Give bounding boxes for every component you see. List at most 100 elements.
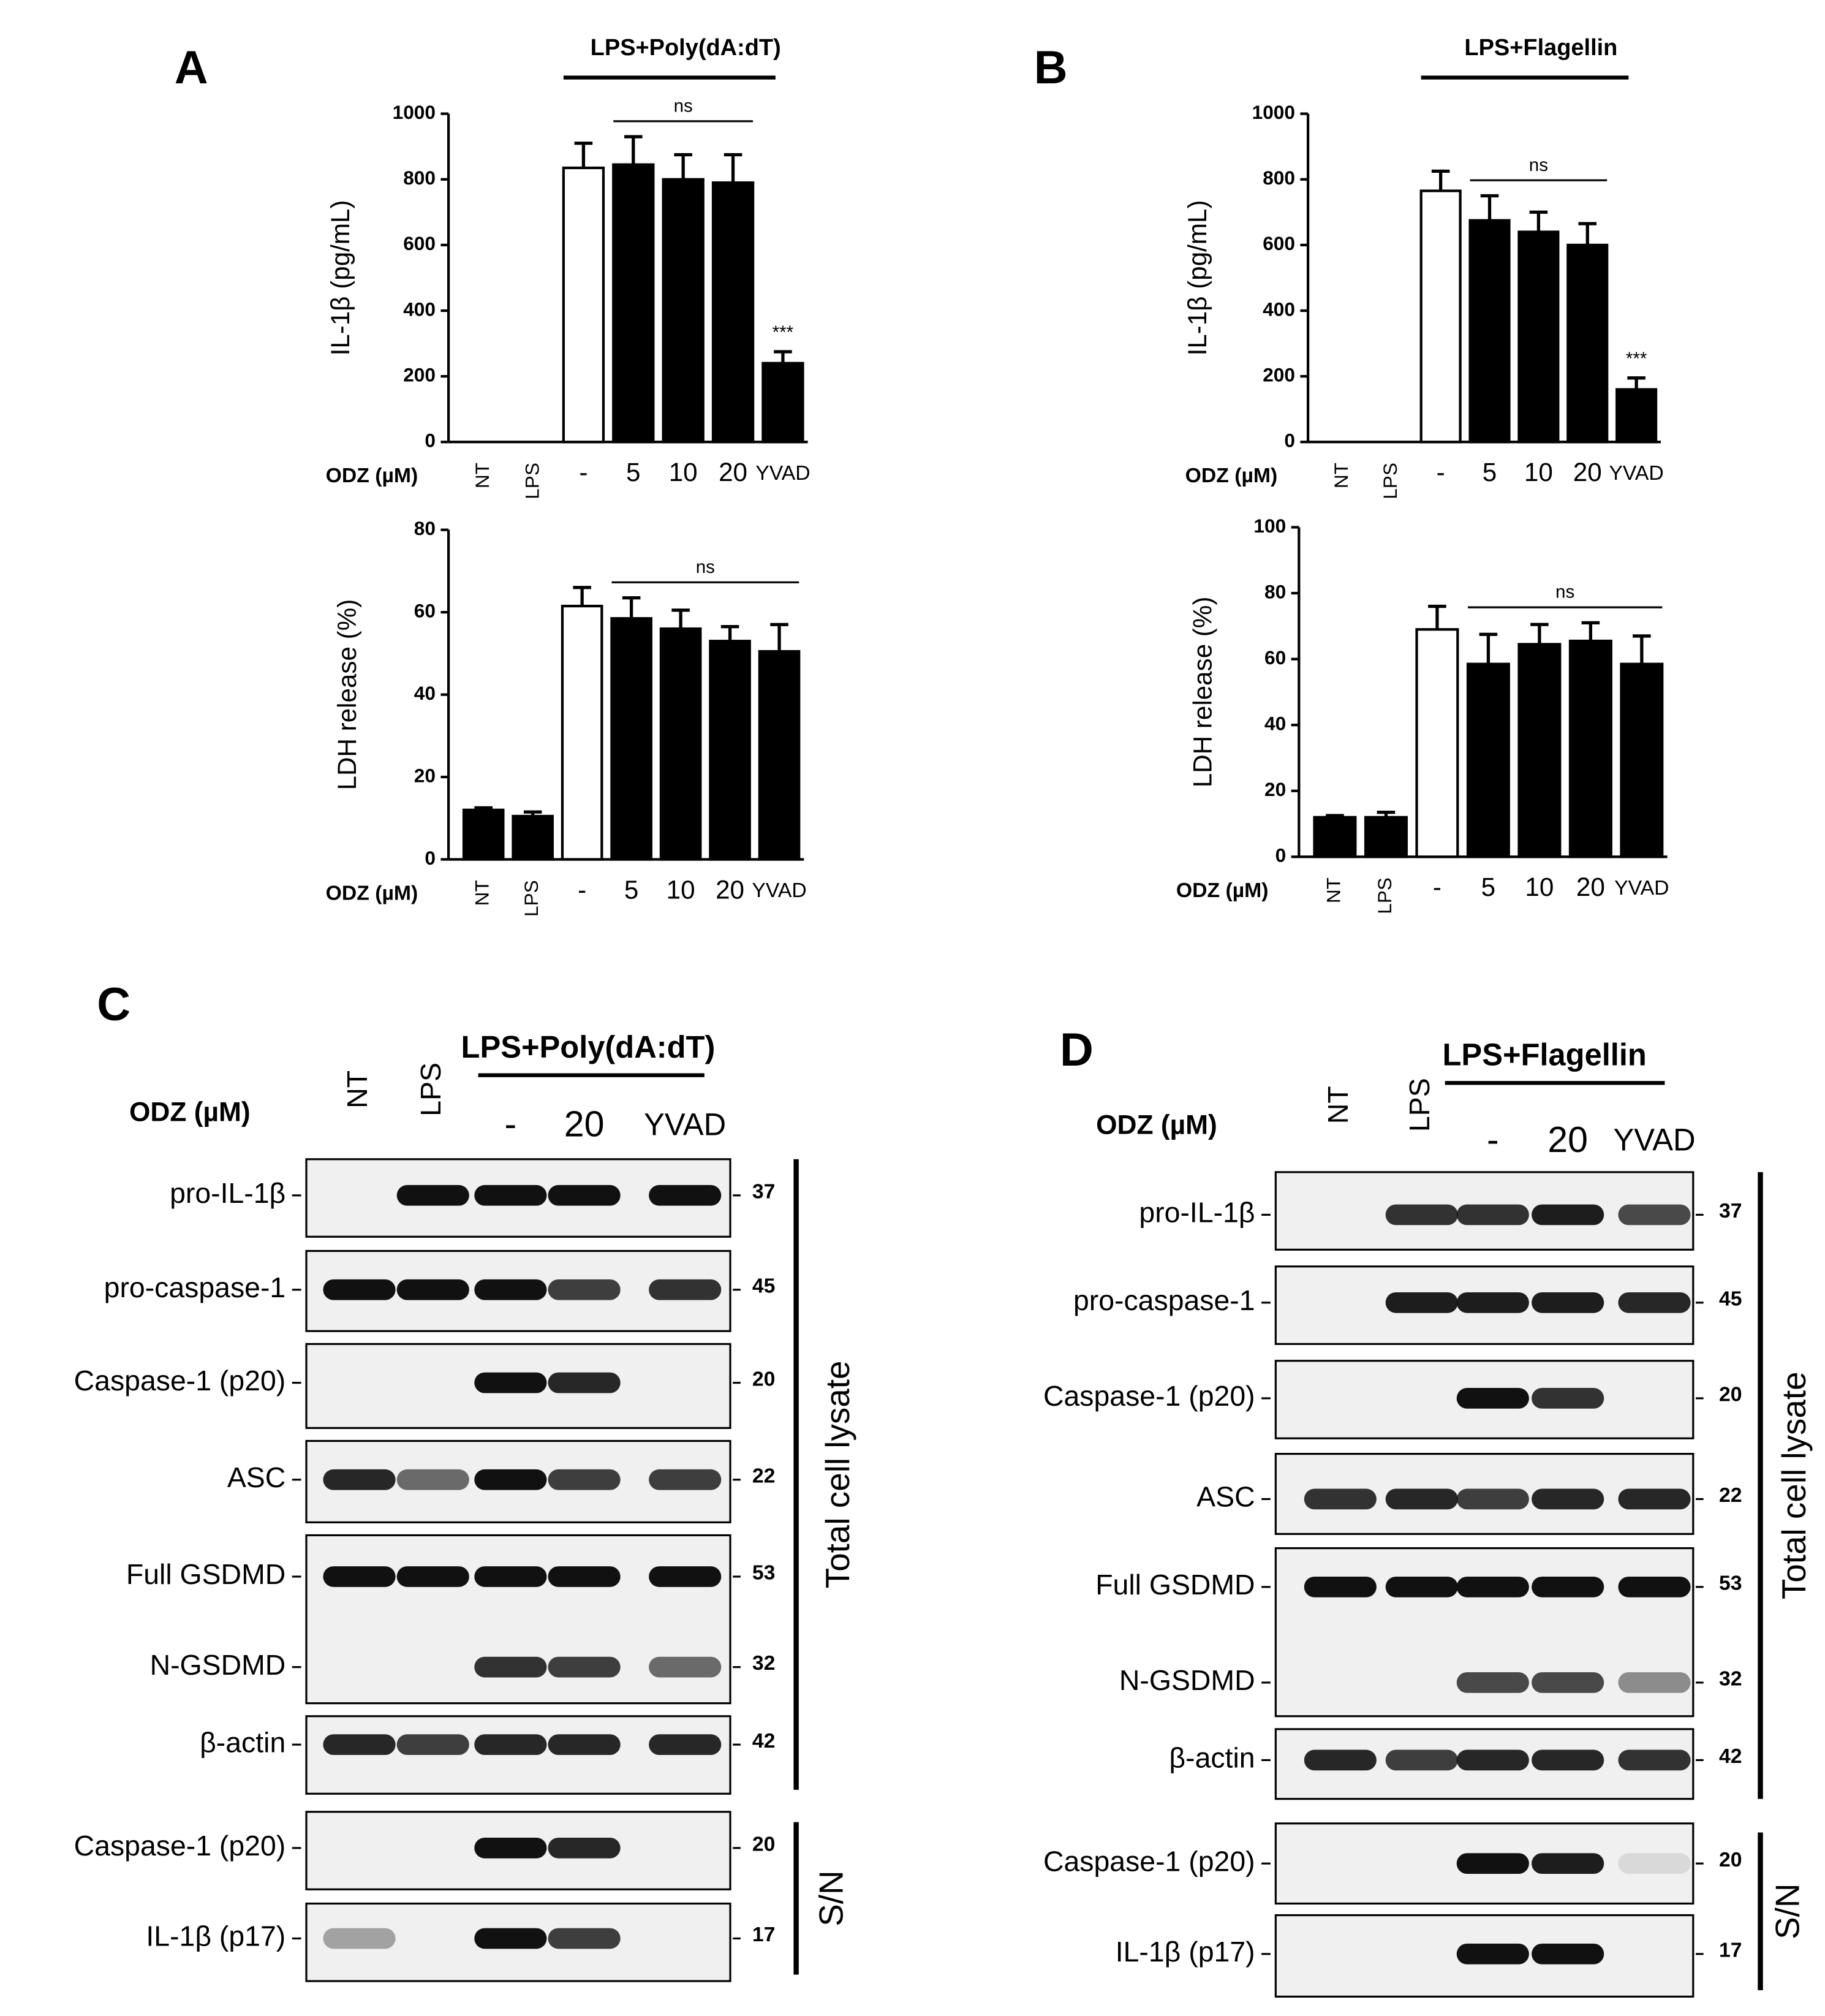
bar: [462, 808, 505, 861]
mw-label: 20: [752, 1833, 776, 1856]
y-tick-label: 800: [403, 167, 436, 189]
blot-band: [323, 1734, 396, 1755]
y-tick-label: 0: [1284, 430, 1295, 452]
row-label: Caspase-1 (p20): [1043, 1845, 1255, 1877]
y-tick-label: 200: [403, 363, 436, 385]
blot-band: [649, 1566, 722, 1587]
group-label: S/N: [1769, 1883, 1807, 1939]
x-tick-label: LPS: [520, 880, 542, 917]
mw-label: 20: [1719, 1383, 1742, 1406]
x-tick-label: 10: [1525, 873, 1554, 901]
x-tick-label: -: [1437, 458, 1445, 487]
lane-label: -: [505, 1104, 517, 1145]
x-tick-label: 20: [1576, 873, 1605, 901]
row-label: Caspase-1 (p20): [74, 1365, 286, 1396]
x-tick-label: YVAD: [1614, 876, 1669, 900]
x-tick-label: NT: [471, 463, 493, 488]
significance-label: ns: [1555, 582, 1574, 602]
y-tick-label: 20: [414, 764, 436, 786]
lane-label: 20: [564, 1104, 605, 1145]
row-label: N-GSDMD: [150, 1649, 286, 1681]
blot-band: [323, 1928, 396, 1949]
y-tick-label: 400: [403, 298, 436, 320]
x-tick-label: NT: [1330, 463, 1352, 488]
y-tick-label: 60: [1264, 646, 1286, 669]
group-label: S/N: [812, 1870, 850, 1926]
treatment-header: LPS+Flagellin: [1443, 1037, 1647, 1072]
bar: [662, 178, 705, 444]
x-tick-label: 10: [669, 458, 698, 487]
row-label: pro-IL-1β: [170, 1177, 285, 1209]
blot-band: [649, 1734, 722, 1755]
blot-band: [1618, 1672, 1691, 1693]
row-label: IL-1β (p17): [1116, 1936, 1255, 1968]
blot-band: [548, 1469, 621, 1490]
mw-label: 42: [752, 1729, 776, 1753]
panel-label: A: [175, 42, 208, 94]
blot-band: [396, 1469, 469, 1490]
blot-band: [1618, 1853, 1691, 1874]
mw-label: 22: [752, 1464, 776, 1487]
x-tick-label: LPS: [521, 463, 543, 499]
x-tick-label: -: [579, 458, 588, 487]
y-tick-label: 40: [1264, 712, 1286, 734]
row-label: ASC: [1196, 1481, 1255, 1513]
row-label: N-GSDMD: [1119, 1664, 1255, 1696]
y-tick-label: 600: [1263, 232, 1295, 254]
mw-label: 20: [752, 1367, 776, 1390]
treatment-header: LPS+Poly(dA:dT): [591, 35, 781, 61]
blot-band: [1456, 1943, 1529, 1965]
x-tick-label: NT: [471, 880, 493, 906]
row-label: Caspase-1 (p20): [74, 1830, 286, 1862]
blot-band: [649, 1656, 722, 1678]
bar: [561, 604, 603, 861]
significance-label: ns: [696, 557, 715, 577]
x-tick-label: 20: [1573, 458, 1602, 487]
significance-label: ***: [773, 322, 794, 343]
bar: [709, 640, 751, 861]
blot-band: [1532, 1204, 1604, 1226]
blot-band: [548, 1928, 621, 1949]
blot-band: [1532, 1576, 1604, 1597]
blot-band: [1532, 1749, 1604, 1771]
panel-label: C: [97, 979, 130, 1031]
blot-band: [474, 1184, 547, 1206]
x-tick-label: LPS: [1373, 877, 1396, 914]
y-tick-label: 400: [1263, 298, 1295, 320]
y-axis-label: LDH release (%): [333, 599, 361, 790]
blot-band: [1618, 1749, 1691, 1771]
significance-label: ***: [1626, 349, 1647, 369]
x-axis-label: ODZ (µM): [1176, 879, 1269, 902]
blot-band: [649, 1279, 722, 1300]
blot-band: [396, 1184, 469, 1206]
blot-band: [474, 1372, 547, 1393]
blot-band: [396, 1279, 469, 1300]
lane-label: YVAD: [644, 1107, 726, 1142]
blot-band: [548, 1372, 621, 1393]
blot-band: [323, 1566, 396, 1587]
row-label: IL-1β (p17): [146, 1920, 285, 1952]
x-tick-label: 10: [667, 875, 695, 904]
blot-band: [1385, 1488, 1458, 1510]
group-label: Total cell lysate: [818, 1360, 856, 1588]
bar: [1313, 816, 1357, 858]
row-label: ASC: [227, 1461, 285, 1493]
significance-label: ns: [674, 96, 693, 116]
x-tick-label: YVAD: [1609, 461, 1663, 485]
treatment-header: LPS+Flagellin: [1464, 35, 1617, 61]
blot-band: [1532, 1672, 1604, 1693]
y-tick-label: 600: [403, 232, 436, 254]
mw-label: 37: [1719, 1199, 1742, 1222]
row-label: pro-IL-1β: [1139, 1197, 1255, 1229]
x-tick-label: 5: [626, 458, 640, 487]
blot-band: [1456, 1749, 1529, 1771]
blot-band: [474, 1734, 547, 1755]
bar: [1468, 219, 1511, 444]
x-tick-label: YVAD: [755, 461, 810, 485]
panel-label: D: [1060, 1024, 1094, 1076]
blot-band: [474, 1837, 547, 1859]
treatment-header: LPS+Poly(dA:dT): [461, 1029, 716, 1064]
mw-label: 45: [752, 1274, 776, 1297]
